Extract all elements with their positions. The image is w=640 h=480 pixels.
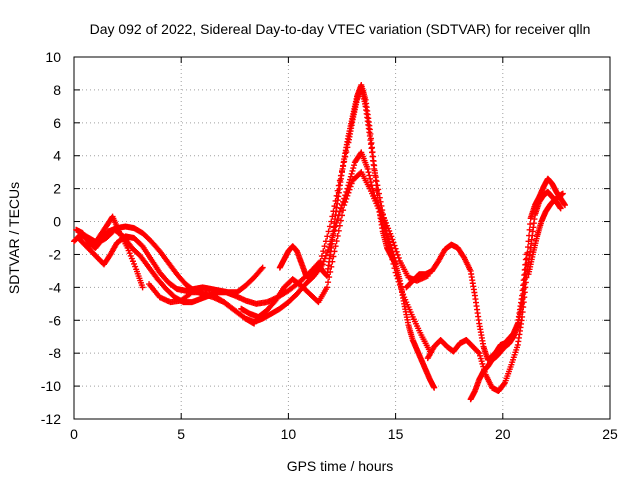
data-point [340, 207, 347, 214]
data-point [339, 212, 345, 219]
data-point [392, 245, 399, 252]
data-point [561, 202, 568, 209]
x-tick-label: 15 [388, 426, 404, 442]
data-point [524, 249, 531, 256]
data-point [526, 226, 533, 233]
data-point [348, 180, 355, 187]
data-point [367, 175, 374, 182]
data-point [366, 172, 373, 179]
data-point [330, 253, 337, 260]
y-tick-label: -12 [41, 411, 61, 427]
plot-frame [73, 56, 611, 420]
y-tick-label: 10 [45, 49, 61, 65]
y-tick-label: -10 [41, 378, 61, 394]
data-point [325, 279, 332, 286]
y-tick-label: 6 [53, 115, 61, 131]
data-point [431, 384, 438, 391]
data-point [527, 221, 534, 228]
data-point [345, 189, 352, 196]
series-track-3 [75, 233, 266, 296]
data-point [524, 244, 531, 251]
data-point [346, 186, 353, 193]
chart-title: Day 092 of 2022, Sidereal Day-to-day VTE… [90, 21, 591, 37]
y-tick-label: -4 [49, 279, 62, 295]
data-point [324, 233, 331, 240]
data-point [332, 243, 339, 250]
data-point [341, 202, 348, 209]
data-point [321, 243, 328, 250]
data-point [323, 284, 330, 291]
y-tick-label: 4 [53, 148, 61, 164]
data-point [344, 192, 351, 199]
data-point [337, 217, 344, 224]
series-track-5 [146, 149, 431, 325]
data-point [139, 284, 146, 291]
data-point [326, 223, 333, 230]
x-axis-label: GPS time / hours [287, 458, 394, 474]
data-point [394, 251, 401, 258]
data-point [335, 227, 342, 234]
data-series [71, 81, 568, 403]
data-point [342, 199, 349, 206]
data-point [320, 248, 327, 255]
series-track-7 [276, 81, 438, 391]
data-point [347, 183, 354, 190]
y-tick-label: 2 [53, 181, 61, 197]
data-point [350, 165, 357, 172]
data-point [523, 255, 530, 262]
axis-ticks: 0 5 10 15 20 25 -12 -10 -8 -6 -4 -2 0 2 4 6 8 10 [41, 49, 618, 442]
data-point [395, 254, 402, 261]
data-point [501, 380, 508, 387]
series-track-4 [77, 83, 399, 307]
x-tick-label: 0 [70, 426, 78, 442]
data-point [525, 238, 532, 245]
data-point [322, 252, 329, 259]
x-tick-label: 5 [177, 426, 185, 442]
data-point [333, 238, 340, 245]
y-tick-label: 8 [53, 82, 61, 98]
data-point [559, 190, 566, 197]
data-point [557, 205, 564, 212]
data-point [390, 239, 397, 246]
data-point [320, 258, 327, 265]
data-point [393, 248, 400, 255]
y-tick-label: 0 [53, 214, 61, 230]
data-point [259, 264, 266, 271]
series-track-11 [525, 190, 566, 278]
data-point [336, 222, 343, 229]
y-tick-label: -6 [49, 312, 62, 328]
data-point [391, 242, 398, 249]
data-point [343, 195, 350, 202]
data-point [322, 238, 329, 245]
y-tick-label: -2 [49, 246, 62, 262]
data-point [258, 265, 265, 272]
x-tick-label: 10 [281, 426, 297, 442]
data-point [365, 169, 372, 176]
data-point [389, 236, 396, 243]
data-point [364, 165, 371, 172]
series-track-10 [467, 175, 568, 403]
data-point [526, 232, 533, 239]
data-point [475, 349, 482, 356]
x-tick-label: 25 [602, 426, 618, 442]
data-point [351, 162, 358, 169]
data-point [328, 218, 335, 225]
x-tick-label: 20 [495, 426, 511, 442]
series-track-6 [238, 169, 433, 355]
data-point [388, 233, 395, 240]
data-point [349, 167, 356, 174]
y-axis-label: SDTVAR / TECUs [6, 182, 22, 294]
data-point [323, 249, 330, 256]
y-tick-label: -8 [49, 345, 62, 361]
data-point [348, 170, 355, 177]
